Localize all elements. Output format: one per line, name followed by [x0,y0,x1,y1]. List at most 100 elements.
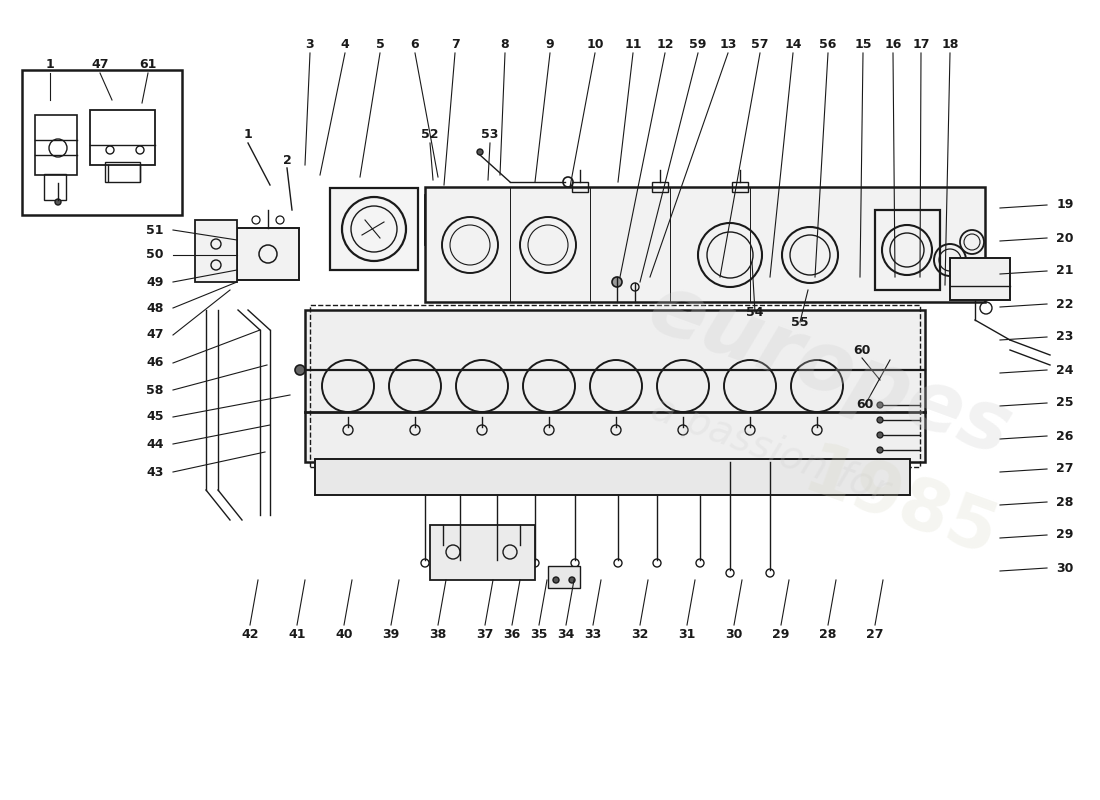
Text: 14: 14 [784,38,802,51]
Bar [548,566,580,588]
Bar [44,174,66,200]
Text: 5: 5 [375,38,384,51]
Text: 43: 43 [146,466,164,478]
Text: 21: 21 [1056,265,1074,278]
Text: 36: 36 [504,629,520,642]
Bar [305,310,925,462]
Text: 8: 8 [500,38,509,51]
Text: 22: 22 [1056,298,1074,310]
Text: 32: 32 [631,629,649,642]
Text: 58: 58 [146,383,164,397]
Text: 30: 30 [725,629,742,642]
Circle shape [617,223,627,233]
Circle shape [612,277,621,287]
Circle shape [569,577,575,583]
Text: 61: 61 [140,58,156,71]
Text: 34: 34 [558,629,574,642]
Bar [430,525,535,580]
Text: europes: europes [638,267,1022,473]
Text: 57: 57 [751,38,769,51]
Text: 42: 42 [241,629,258,642]
Bar [572,182,588,192]
Bar [652,182,668,192]
Bar [874,210,940,290]
Text: 30: 30 [1056,562,1074,574]
Text: 49: 49 [146,275,164,289]
Text: 26: 26 [1056,430,1074,442]
Text: 17: 17 [912,38,930,51]
Text: 7: 7 [451,38,460,51]
Text: 40: 40 [336,629,353,642]
Bar [104,162,140,182]
Bar [315,459,910,495]
Bar [236,228,299,280]
Bar [35,115,77,175]
Text: a passion for: a passion for [646,390,894,510]
Text: 47: 47 [91,58,109,71]
Text: 33: 33 [584,629,602,642]
Text: 29: 29 [772,629,790,642]
Text: 6: 6 [410,38,419,51]
Circle shape [877,417,883,423]
Bar [330,188,418,270]
Text: 48: 48 [146,302,164,314]
Text: 52: 52 [421,129,439,142]
Bar [195,220,236,282]
Text: 20: 20 [1056,231,1074,245]
Text: 16: 16 [884,38,902,51]
Circle shape [553,577,559,583]
Text: 37: 37 [476,629,494,642]
Circle shape [477,149,483,155]
Circle shape [55,199,60,205]
Text: 55: 55 [791,315,808,329]
Text: 24: 24 [1056,363,1074,377]
Text: 56: 56 [820,38,837,51]
Text: 28: 28 [820,629,837,642]
Text: 10: 10 [586,38,604,51]
Text: 51: 51 [146,223,164,237]
Text: 46: 46 [146,357,164,370]
Bar [950,258,1010,300]
Text: 44: 44 [146,438,164,450]
Text: 19: 19 [1056,198,1074,211]
Text: 31: 31 [679,629,695,642]
Text: 54: 54 [746,306,763,318]
Text: 28: 28 [1056,495,1074,509]
Bar [22,70,182,215]
Text: 60: 60 [856,398,873,411]
Text: 35: 35 [530,629,548,642]
Bar [425,187,984,302]
Bar [90,110,155,165]
Text: 1985: 1985 [794,438,1006,572]
Text: 25: 25 [1056,397,1074,410]
Text: 4: 4 [341,38,350,51]
Text: 47: 47 [146,329,164,342]
Text: 50: 50 [146,249,164,262]
Text: 13: 13 [719,38,737,51]
Bar [425,195,480,245]
Text: 60: 60 [854,343,871,357]
Circle shape [295,365,305,375]
Text: 39: 39 [383,629,399,642]
Circle shape [877,432,883,438]
Text: 11: 11 [625,38,641,51]
Text: 9: 9 [546,38,554,51]
Circle shape [877,402,883,408]
Text: 15: 15 [855,38,871,51]
Text: 23: 23 [1056,330,1074,343]
Text: 27: 27 [867,629,883,642]
Bar [732,182,748,192]
Text: 18: 18 [942,38,959,51]
Text: 45: 45 [146,410,164,423]
Text: 1: 1 [243,129,252,142]
Text: 27: 27 [1056,462,1074,475]
Bar [310,305,920,467]
Text: 1: 1 [45,58,54,71]
Text: 2: 2 [283,154,292,166]
Circle shape [877,447,883,453]
Text: 12: 12 [657,38,673,51]
Text: 53: 53 [482,129,498,142]
Text: 38: 38 [429,629,447,642]
Text: 59: 59 [690,38,706,51]
Text: 3: 3 [306,38,315,51]
